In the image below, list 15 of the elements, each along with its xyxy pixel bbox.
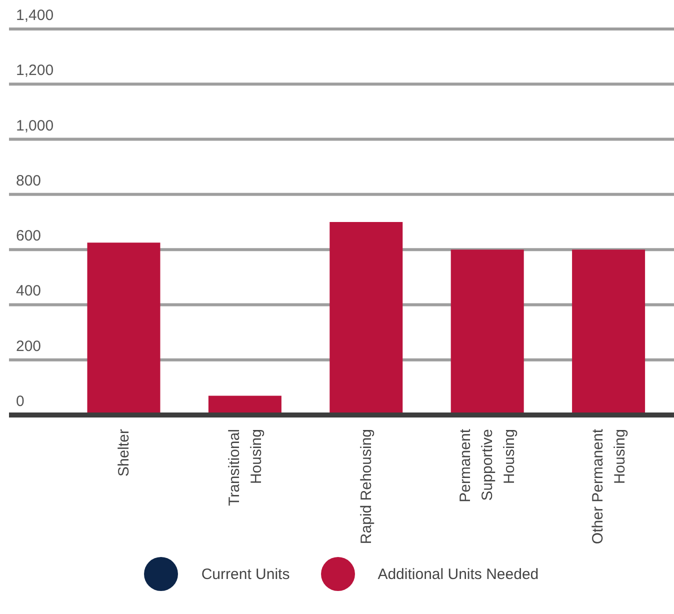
legend-label: Current Units — [201, 566, 290, 582]
x-tick-label: Shelter — [116, 429, 133, 477]
x-tick-label: Rapid Rehousing — [358, 429, 375, 544]
y-tick-label: 1,400 — [16, 7, 54, 24]
y-tick-label: 600 — [16, 228, 42, 245]
y-tick-label: 1,000 — [16, 117, 54, 134]
y-tick-label: 0 — [16, 393, 24, 410]
y-tick-label: 200 — [16, 338, 42, 355]
x-tick-label: Other Permanent Housing — [589, 428, 628, 544]
x-tick-label: Permanent Supportive Housing — [457, 428, 518, 502]
legend-label: Additional Units Needed — [378, 566, 539, 582]
y-tick-label: 800 — [16, 172, 42, 190]
y-tick-label: 400 — [16, 282, 42, 300]
x-tick-label: Transitional Housing — [226, 429, 265, 506]
y-tick-label: 1,200 — [16, 62, 54, 80]
